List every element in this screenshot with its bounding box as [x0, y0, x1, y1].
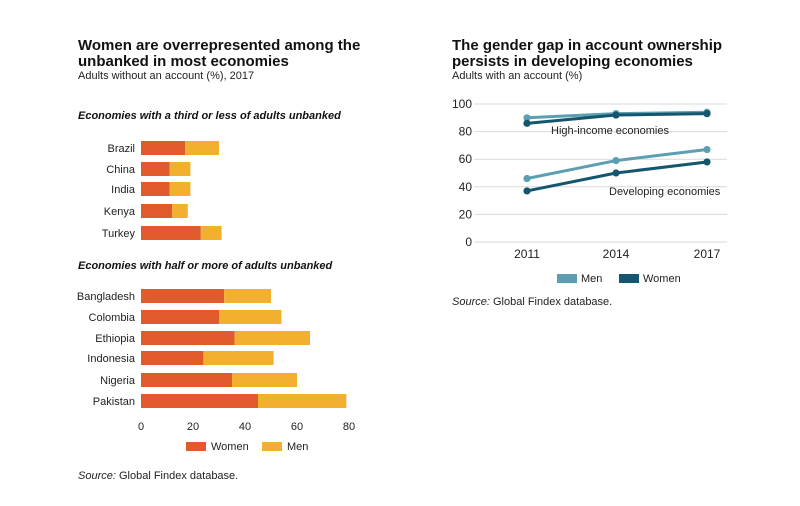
bar-segment-men: [224, 289, 271, 303]
bar-segment-men: [232, 373, 297, 387]
bar-segment-women: [141, 289, 225, 303]
legend-label-men: Men: [287, 441, 308, 453]
y-tick-label: 40: [459, 180, 473, 194]
bar-category-label: Brazil: [107, 143, 135, 155]
y-tick-label: 0: [465, 235, 472, 249]
bar-segment-women: [141, 226, 201, 240]
x-tick-label: 2014: [603, 247, 630, 261]
bar-segment-women: [141, 373, 232, 387]
right-chart-title: The gender gap in account ownership pers…: [452, 38, 722, 70]
bar-category-label: China: [106, 164, 136, 176]
bar-segment-men: [203, 351, 274, 365]
left-chart-title: Women are overrepresented among the unba…: [78, 38, 360, 70]
annotation-developing: Developing economies: [609, 186, 721, 198]
bar-segment-men: [219, 310, 282, 324]
x-tick-label: 80: [343, 421, 355, 433]
data-point-men-developing: [523, 174, 531, 183]
data-point-women-developing: [612, 169, 620, 177]
bar-category-label: Turkey: [102, 228, 136, 240]
right-chart-subtitle: Adults with an account (%): [452, 70, 583, 82]
bar-segment-women: [141, 141, 186, 155]
data-point-men-developing: [612, 156, 620, 165]
x-tick-label: 60: [291, 421, 303, 433]
section-heading-half: Economies with half or more of adults un…: [78, 260, 333, 272]
legend-swatch-women: [186, 442, 206, 451]
data-point-men-developing: [703, 145, 711, 154]
right-source-note: Source: Global Findex database.: [452, 296, 612, 308]
bar-category-label: Ethiopia: [95, 333, 136, 345]
x-tick-label: 0: [138, 421, 144, 433]
right-source-text: Global Findex database.: [489, 296, 613, 308]
data-point-women-developing: [703, 158, 711, 166]
bar-segment-men: [169, 162, 191, 176]
y-tick-label: 80: [459, 125, 473, 139]
legend-label-women: Women: [211, 441, 249, 453]
bar-segment-women: [141, 331, 235, 345]
bar-category-label: India: [111, 184, 136, 196]
left-title-line1: Women are overrepresented among the: [78, 37, 361, 54]
data-point-women-high-income: [703, 110, 711, 118]
right-title-line2: persists in developing economies: [452, 53, 693, 70]
legend-label-women: Women: [643, 273, 681, 285]
y-tick-label: 100: [452, 97, 472, 111]
left-source-text: Global Findex database.: [115, 470, 239, 482]
bar-category-label: Kenya: [104, 206, 136, 218]
bar-segment-men: [172, 204, 188, 218]
bar-category-label: Colombia: [89, 312, 136, 324]
bar-segment-women: [141, 162, 170, 176]
legend-swatch-men: [557, 274, 577, 283]
bar-segment-women: [141, 204, 173, 218]
x-tick-label: 40: [239, 421, 251, 433]
y-tick-label: 60: [459, 152, 473, 166]
bar-segment-men: [234, 331, 310, 345]
bar-segment-women: [141, 394, 258, 408]
right-source-prefix: Source:: [452, 296, 490, 308]
bar-category-label: Bangladesh: [77, 291, 135, 303]
bar-category-label: Indonesia: [87, 353, 136, 365]
legend-label-men: Men: [581, 273, 602, 285]
legend-swatch-men: [262, 442, 282, 451]
left-source-prefix: Source:: [78, 470, 116, 482]
annotation-high-income: High-income economies: [551, 125, 669, 137]
data-point-women-high-income: [523, 119, 531, 127]
section-heading-third: Economies with a third or less of adults…: [78, 110, 341, 122]
bar-segment-women: [141, 351, 204, 365]
data-point-women-high-income: [612, 111, 620, 119]
x-tick-label: 20: [187, 421, 199, 433]
x-tick-label: 2017: [694, 247, 721, 261]
bar-segment-men: [258, 394, 347, 408]
left-source-note: Source: Global Findex database.: [78, 470, 238, 482]
bar-segment-women: [141, 182, 170, 196]
right-title-line1: The gender gap in account ownership: [452, 37, 723, 54]
bar-segment-men: [185, 141, 219, 155]
left-title-line2: unbanked in most economies: [78, 53, 289, 70]
bar-segment-women: [141, 310, 219, 324]
x-tick-label: 2011: [514, 247, 540, 261]
bar-category-label: Pakistan: [93, 396, 135, 408]
bar-category-label: Nigeria: [100, 375, 136, 387]
data-point-men-high-income: [523, 114, 531, 122]
bar-segment-men: [200, 226, 222, 240]
left-chart-subtitle: Adults without an account (%), 2017: [78, 70, 255, 82]
bar-segment-men: [169, 182, 191, 196]
legend-swatch-women: [619, 274, 639, 283]
y-tick-label: 20: [459, 207, 473, 221]
data-point-women-developing: [523, 187, 531, 195]
